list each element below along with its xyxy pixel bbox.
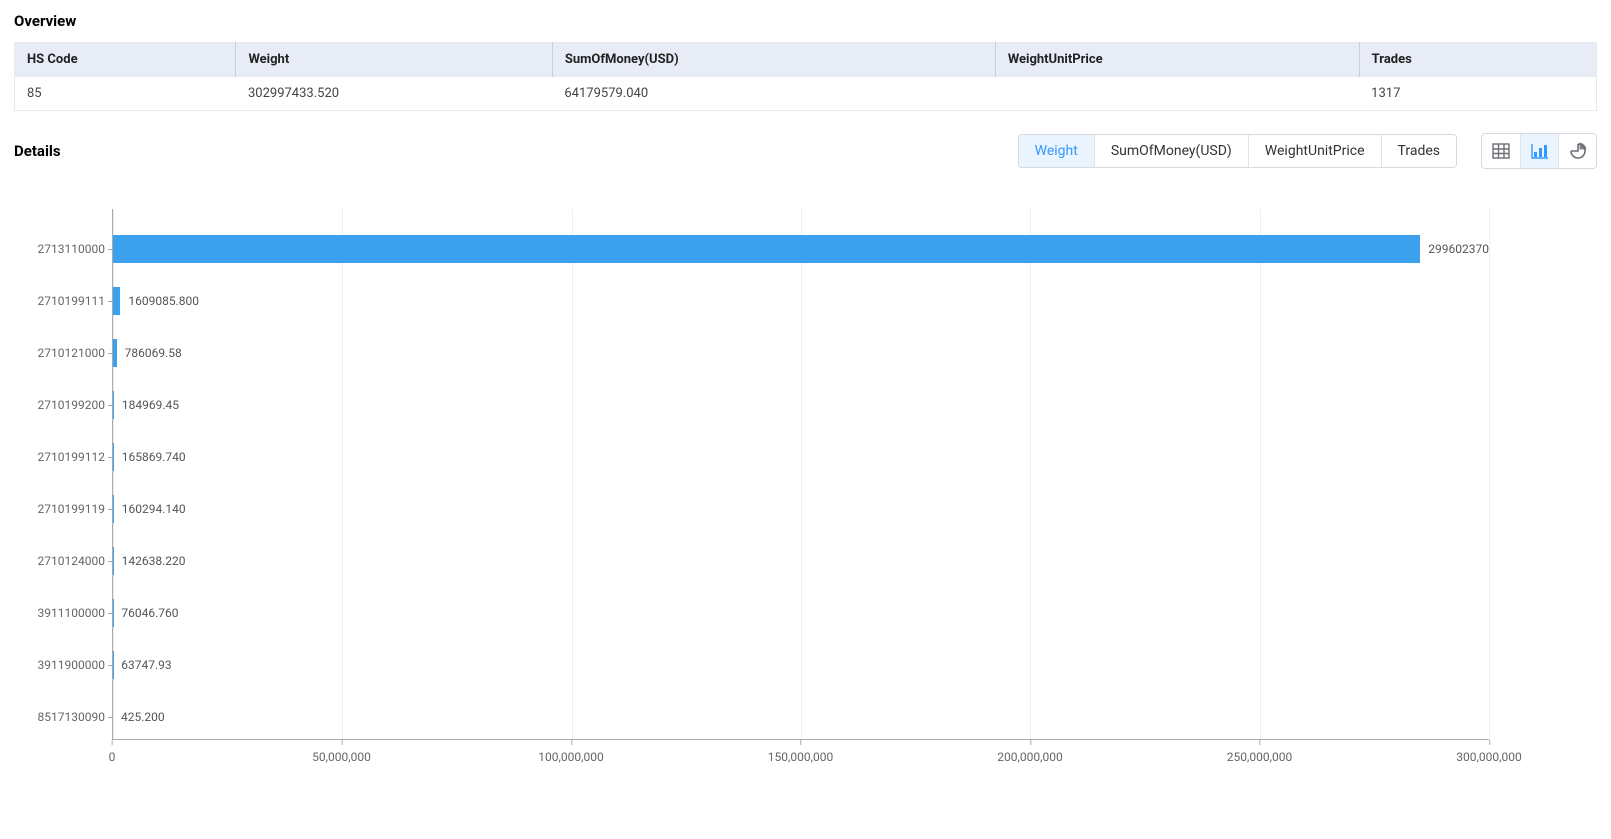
view-switch [1481,133,1597,169]
bar-value-label: 165869.740 [122,450,186,464]
y-category-label: 2710199112 [38,450,105,464]
bar-value-label: 76046.760 [121,606,178,620]
bar-value-label: 299602370 [1428,242,1489,256]
ov-col-sumofmoney[interactable]: SumOfMoney(USD) [552,43,995,77]
ov-col-trades[interactable]: Trades [1359,43,1596,77]
bar-row: 27101991111609085.800 [113,287,1489,315]
y-category-label: 2710124000 [38,554,105,568]
bar-row: 8517130090425.200 [113,703,1489,731]
bar-row: 391190000063747.93 [113,651,1489,679]
weight-bar-chart: 271311000029960237027101991111609085.800… [32,209,1579,767]
bar-row: 2713110000299602370 [113,235,1489,263]
y-category-label: 8517130090 [38,710,105,724]
ov-col-weightunitprice[interactable]: WeightUnitPrice [995,43,1359,77]
bar-row: 391110000076046.760 [113,599,1489,627]
ov-col-hscode[interactable]: HS Code [15,43,236,77]
table-icon [1492,143,1510,159]
ov-cell-sumofmoney: 64179579.040 [552,77,995,111]
view-bar-button[interactable] [1520,134,1558,168]
bar[interactable] [113,287,120,315]
bar-value-label: 160294.140 [122,502,186,516]
x-tick-label: 250,000,000 [1227,740,1292,764]
x-tick-label: 0 [109,740,116,764]
ov-col-weight[interactable]: Weight [236,43,552,77]
bar-row: 2710199200184969.45 [113,391,1489,419]
bar[interactable] [113,547,114,575]
y-category-label: 3911100000 [38,606,105,620]
y-category-label: 2710199119 [38,502,105,516]
bar-value-label: 142638.220 [122,554,186,568]
bar-row: 2710199112165869.740 [113,443,1489,471]
details-controls: Weight SumOfMoney(USD) WeightUnitPrice T… [1018,133,1597,169]
bar-value-label: 63747.93 [121,658,171,672]
tab-trades[interactable]: Trades [1381,135,1456,167]
bar[interactable] [113,443,114,471]
view-pie-button[interactable] [1558,134,1596,168]
bar-value-label: 184969.45 [122,398,179,412]
x-tick-label: 100,000,000 [538,740,603,764]
y-category-label: 2710121000 [38,346,105,360]
details-title: Details [14,142,61,160]
ov-cell-weightunitprice [995,77,1359,111]
x-tick-label: 150,000,000 [768,740,833,764]
bar-row: 2710121000786069.58 [113,339,1489,367]
bar[interactable] [113,495,114,523]
tab-sumofmoney[interactable]: SumOfMoney(USD) [1094,135,1248,167]
overview-row: 85 302997433.520 64179579.040 1317 [15,77,1597,111]
ov-cell-hscode: 85 [15,77,236,111]
bar[interactable] [113,235,1420,263]
ov-cell-trades: 1317 [1359,77,1596,111]
bar-row: 2710124000142638.220 [113,547,1489,575]
bar-value-label: 786069.58 [125,346,182,360]
bar-value-label: 425.200 [121,710,165,724]
overview-title: Overview [14,12,1597,30]
bar[interactable] [113,339,117,367]
grid-line [1489,209,1490,739]
y-category-label: 2713110000 [38,242,105,256]
bar-chart-icon [1531,143,1549,159]
ov-cell-weight: 302997433.520 [236,77,552,111]
bar-row: 2710199119160294.140 [113,495,1489,523]
metric-tabs: Weight SumOfMoney(USD) WeightUnitPrice T… [1018,134,1457,168]
overview-table: HS Code Weight SumOfMoney(USD) WeightUni… [14,42,1597,111]
bar[interactable] [113,391,114,419]
tab-weight[interactable]: Weight [1019,135,1094,167]
pie-chart-icon [1569,142,1587,160]
bar-value-label: 1609085.800 [128,294,199,308]
x-tick-label: 300,000,000 [1456,740,1521,764]
y-category-label: 3911900000 [38,658,105,672]
y-category-label: 2710199200 [38,398,105,412]
x-tick-label: 200,000,000 [997,740,1062,764]
tab-weightunitprice[interactable]: WeightUnitPrice [1248,135,1381,167]
y-category-label: 2710199111 [38,294,105,308]
x-tick-label: 50,000,000 [312,740,371,764]
view-table-button[interactable] [1482,134,1520,168]
